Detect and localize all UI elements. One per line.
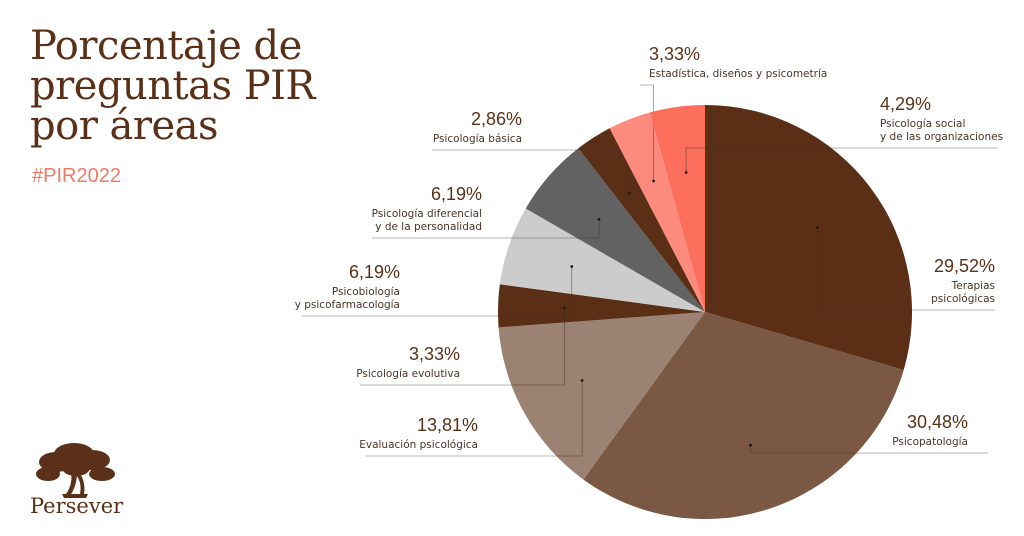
slice-category-label: y psicofarmacología: [295, 299, 400, 311]
leader-dot: [580, 379, 584, 382]
slice-category-label: Psicopatología: [892, 436, 968, 448]
pie-slice: [705, 104, 913, 370]
slice-category-label: Psicología básica: [433, 133, 522, 145]
leader-line: [685, 147, 998, 173]
leader-dot: [627, 192, 631, 195]
pie-slice: [649, 105, 705, 312]
slice-value-label: 3,33%: [409, 344, 460, 364]
leader-dot: [570, 265, 574, 268]
leader-line: [817, 227, 995, 311]
slice-category-label: Psicología social: [880, 118, 965, 130]
slice-value-label: 30,48%: [907, 412, 968, 432]
slice-value-label: 13,81%: [417, 415, 478, 435]
tree-icon: [36, 443, 115, 498]
slice-category-label: Evaluación psicológica: [359, 439, 478, 451]
leader-dot: [562, 306, 566, 310]
leader-dot: [684, 171, 688, 174]
slice-category-label: y de la personalidad: [375, 221, 482, 233]
slice-value-label: 29,52%: [934, 256, 995, 276]
leader-line: [372, 219, 600, 239]
slice-category-label: y de las organizaciones: [880, 131, 1003, 143]
slice-value-label: 4,29%: [880, 94, 931, 114]
slice-value-label: 2,86%: [471, 109, 522, 129]
leader-dot: [597, 218, 601, 221]
title-line: Porcentaje de: [30, 23, 302, 69]
pie-slice: [583, 312, 904, 520]
slice-category-label: Estadística, diseños y psicometría: [649, 68, 827, 80]
slice-value-label: 6,19%: [349, 262, 400, 282]
title-line: preguntas PIR: [30, 63, 316, 109]
leader-dot: [749, 443, 752, 447]
leader-dot: [816, 226, 819, 230]
slice-category-label: Terapias: [951, 280, 995, 292]
slice-value-label: 3,33%: [649, 44, 700, 64]
leader-line: [302, 266, 573, 317]
slice-value-label: 6,19%: [431, 184, 482, 204]
slice-category-label: Psicobiología: [332, 286, 400, 298]
pie-slice: [498, 312, 705, 480]
leader-line: [640, 84, 654, 181]
page-title: Porcentaje de preguntas PIR por áreas: [30, 23, 316, 149]
leader-line: [360, 307, 565, 386]
pie-slice: [609, 112, 705, 312]
pie-slice: [578, 128, 705, 312]
pie-slice: [499, 208, 705, 312]
hashtag: #PIR2022: [32, 165, 121, 187]
title-line: por áreas: [30, 103, 219, 149]
leader-dot: [652, 179, 655, 183]
slice-category-label: Psicología diferencial: [372, 208, 482, 220]
brand-name: Persever: [30, 494, 124, 518]
pie-slice: [498, 284, 705, 328]
slice-category-label: Psicología evolutiva: [356, 368, 460, 380]
leader-line: [750, 445, 988, 454]
leader-line: [365, 380, 583, 457]
slice-category-label: psicológicas: [931, 293, 995, 305]
pie-slice: [525, 148, 705, 312]
